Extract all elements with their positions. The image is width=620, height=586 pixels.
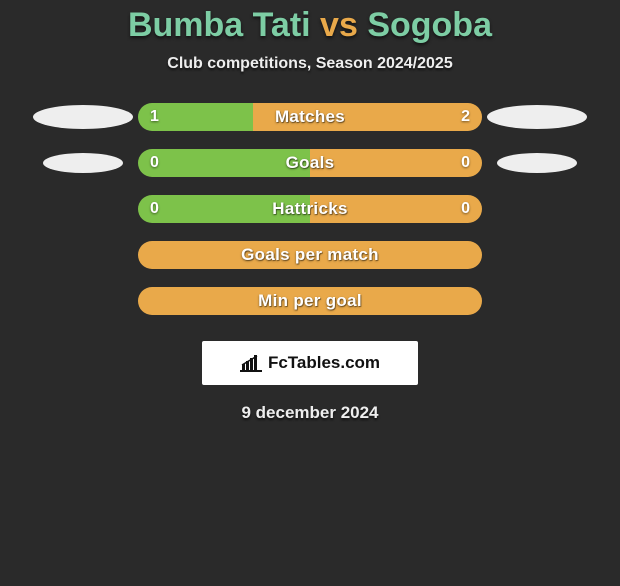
comparison-title: Bumba Tati vs Sogoba	[0, 6, 620, 45]
stat-bar: 00Hattricks	[138, 195, 482, 223]
source-badge: FcTables.com	[202, 341, 418, 385]
stat-row: 00Hattricks	[0, 195, 620, 223]
player2-name: Sogoba	[367, 6, 492, 44]
stat-row: 12Matches	[0, 103, 620, 131]
stat-row: Goals per match	[0, 241, 620, 269]
badge-text: FcTables.com	[268, 353, 380, 373]
stat-bar: Goals per match	[138, 241, 482, 269]
chart-icon	[240, 354, 262, 372]
stat-bar: 12Matches	[138, 103, 482, 131]
player1-ellipse	[43, 153, 123, 173]
stat-label: Hattricks	[138, 195, 482, 223]
date-text: 9 december 2024	[0, 403, 620, 423]
stat-row: Min per goal	[0, 287, 620, 315]
stat-bar: 00Goals	[138, 149, 482, 177]
stat-label: Min per goal	[138, 287, 482, 315]
vs-text: vs	[320, 6, 358, 44]
subtitle: Club competitions, Season 2024/2025	[0, 55, 620, 73]
player2-ellipse	[487, 105, 587, 129]
stat-label: Goals per match	[138, 241, 482, 269]
stat-label: Matches	[138, 103, 482, 131]
player1-ellipse	[33, 105, 133, 129]
stat-bar: Min per goal	[138, 287, 482, 315]
stats-rows: 12Matches 00Goals 00Hattricks Goals per mat…	[0, 103, 620, 315]
player1-name: Bumba Tati	[128, 6, 311, 44]
player2-ellipse	[497, 153, 577, 173]
stat-row: 00Goals	[0, 149, 620, 177]
stat-label: Goals	[138, 149, 482, 177]
